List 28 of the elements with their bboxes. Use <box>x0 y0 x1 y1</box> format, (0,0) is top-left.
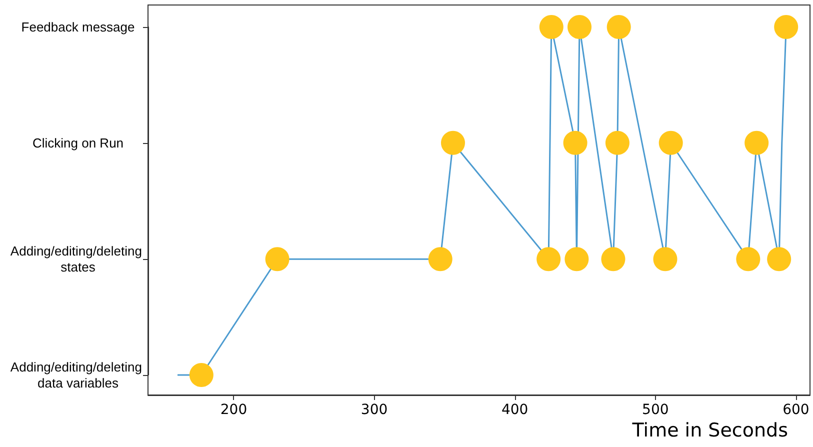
point <box>265 247 290 272</box>
point <box>189 363 214 387</box>
point <box>653 247 678 272</box>
text: Adding/editing/deleting states <box>10 244 146 274</box>
point <box>736 247 760 272</box>
text: Clicking on Run <box>32 136 124 150</box>
x-tick-label: 500 <box>642 402 669 418</box>
point <box>774 15 798 39</box>
point <box>605 130 630 155</box>
point <box>658 130 683 155</box>
point <box>536 247 561 272</box>
x-tick-label: 400 <box>501 402 528 418</box>
point <box>568 15 592 39</box>
x-tick-label: 300 <box>360 402 388 418</box>
text: Adding/editing/deleting data variables <box>10 360 146 390</box>
point <box>539 15 564 39</box>
point <box>744 130 769 155</box>
point <box>601 247 626 272</box>
point <box>563 130 588 155</box>
x-tick-label: 600 <box>782 402 810 418</box>
point <box>428 247 452 272</box>
x-tick-label: 200 <box>220 402 248 418</box>
point <box>606 15 631 39</box>
text: Feedback message <box>21 20 135 34</box>
x-axis-title: Time in Seconds <box>631 420 788 442</box>
point <box>767 247 792 272</box>
point <box>441 130 465 155</box>
point <box>564 247 589 272</box>
